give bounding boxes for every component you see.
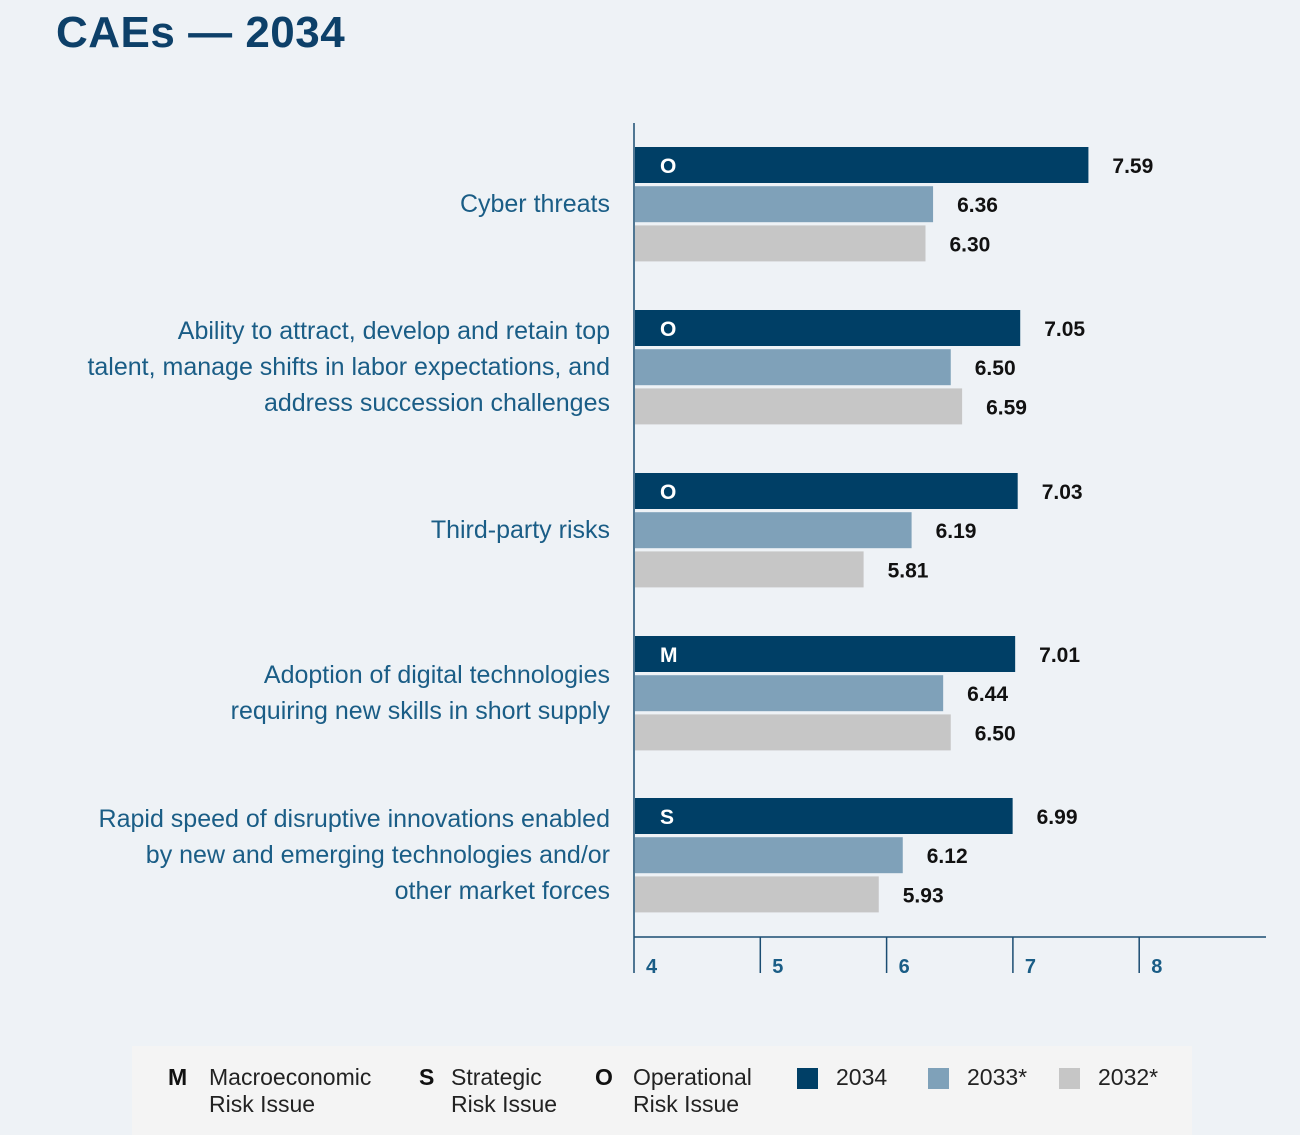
bar-2032 [635, 388, 963, 425]
category-label-line: Ability to attract, develop and retain t… [177, 317, 610, 346]
data-label: 6.19 [936, 520, 977, 543]
bar-2033 [635, 349, 951, 386]
category-label-line: other market forces [394, 877, 610, 906]
data-label: 6.36 [957, 194, 998, 217]
x-tick-label: 4 [646, 956, 658, 978]
data-label: 6.12 [927, 845, 968, 868]
bar-2034 [635, 798, 1013, 834]
data-label: 6.50 [975, 357, 1016, 380]
category-label-line: talent, manage shifts in labor expectati… [87, 353, 610, 382]
risk-type-marker: O [660, 481, 676, 504]
data-label: 7.59 [1112, 155, 1153, 178]
risk-type-marker: M [660, 644, 678, 667]
category-label-line: requiring new skills in short supply [230, 697, 610, 726]
chart-title: CAEs — 2034 [56, 8, 346, 57]
bar-2032 [635, 714, 951, 751]
legend-label-line: Operational [633, 1064, 752, 1090]
legend-label-macroeconomic: Macroeconomic Risk Issue [209, 1064, 371, 1118]
bar-2034 [635, 636, 1016, 672]
legend-swatch-2032 [1059, 1068, 1080, 1089]
category-label-line: by new and emerging technologies and/or [145, 841, 610, 870]
legend-key-strategic: S [419, 1064, 435, 1090]
x-tick-label: 8 [1151, 956, 1162, 978]
legend-series-2034: 2034 [836, 1064, 888, 1090]
bar-2034 [635, 310, 1021, 346]
x-tick-label: 5 [772, 956, 783, 978]
bar-2032 [635, 225, 926, 262]
category-label: Ability to attract, develop and retain t… [30, 313, 610, 421]
category-label: Adoption of digital technologies requirin… [30, 657, 610, 729]
category-label-line: Third-party risks [430, 516, 610, 545]
bar-2033 [635, 837, 903, 874]
data-label: 6.44 [967, 683, 1008, 706]
data-label: 6.30 [949, 233, 990, 256]
legend-label-strategic: Strategic Risk Issue [451, 1064, 557, 1118]
bar-2033 [635, 675, 944, 712]
category-label-line: Rapid speed of disruptive innovations en… [98, 805, 610, 834]
legend-label-operational: Operational Risk Issue [633, 1064, 752, 1118]
category-label-line: Cyber threats [459, 190, 610, 219]
data-label: 5.81 [888, 559, 929, 582]
bar-2032 [635, 876, 879, 913]
risk-type-marker: O [660, 318, 676, 341]
category-label: Third-party risks [30, 512, 610, 548]
data-label: 5.93 [903, 884, 944, 907]
risk-type-marker: S [660, 806, 674, 829]
legend-label-line: Strategic [451, 1064, 542, 1090]
data-label: 7.01 [1039, 644, 1080, 667]
legend-series-2032: 2032* [1098, 1064, 1159, 1090]
bar-2034 [635, 147, 1089, 183]
data-label: 6.59 [986, 396, 1027, 419]
category-label: Cyber threats [30, 186, 610, 222]
legend-label-line: Risk Issue [451, 1091, 558, 1117]
bar-chart: 7.59 6.36 6.30 O 7.05 6.50 6.59 O 7.03 6.19 5.81 O 7… [633, 123, 1266, 978]
data-label: 7.03 [1042, 481, 1083, 504]
category-label-line: address succession challenges [263, 389, 610, 418]
legend-swatch-2034 [797, 1068, 818, 1089]
legend-series-2033: 2033* [967, 1064, 1028, 1090]
data-label: 6.99 [1037, 806, 1078, 829]
legend-swatch-2033 [928, 1068, 949, 1089]
x-tick-label: 7 [1025, 956, 1036, 978]
category-label: Rapid speed of disruptive innovations en… [30, 801, 610, 909]
legend-label-line: Macroeconomic [209, 1064, 372, 1090]
bar-2034 [635, 473, 1018, 509]
x-tick-label: 6 [899, 956, 910, 978]
data-label: 7.05 [1044, 318, 1085, 341]
bar-2033 [635, 186, 934, 223]
legend-key-macroeconomic: M [168, 1064, 188, 1090]
bar-2033 [635, 512, 912, 549]
legend-label-line: Risk Issue [209, 1091, 316, 1117]
legend-label-line: Risk Issue [633, 1091, 740, 1117]
bar-2032 [635, 551, 864, 588]
data-label: 6.50 [975, 722, 1016, 745]
risk-type-marker: O [660, 155, 676, 178]
legend-key-operational: O [595, 1064, 613, 1090]
category-label-line: Adoption of digital technologies [263, 661, 610, 690]
legend: M Macroeconomic Risk Issue S Strategic R… [132, 1046, 1192, 1135]
